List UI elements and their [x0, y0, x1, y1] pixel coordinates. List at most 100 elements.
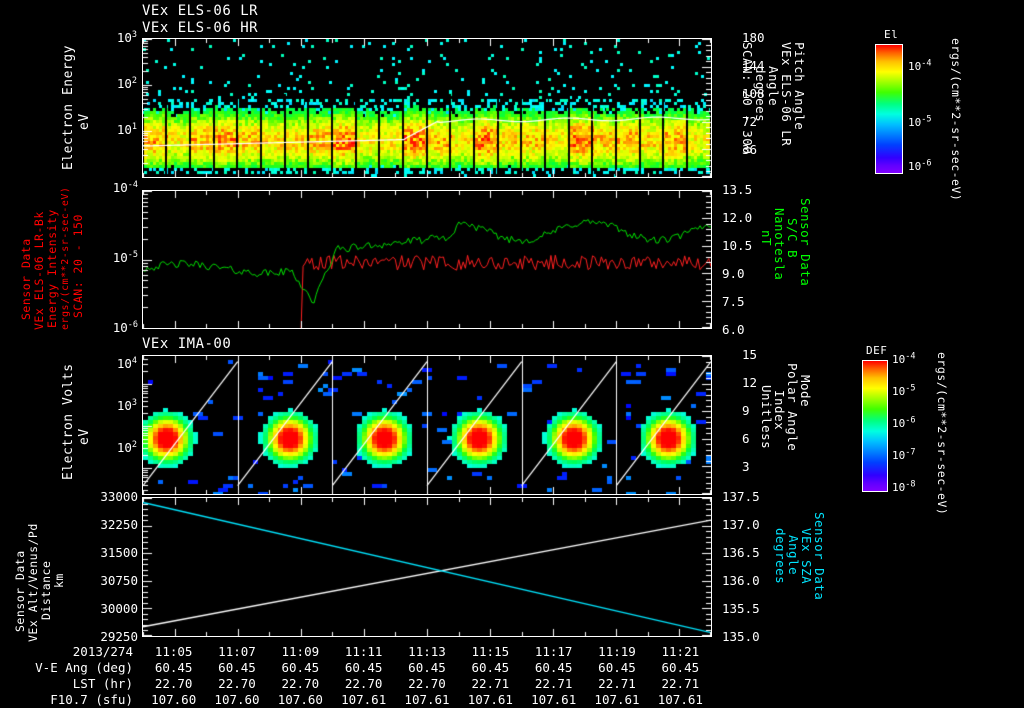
- panel4-y2tick-0: 137.5: [722, 489, 760, 504]
- colorbar-el-tick-1: 10-5: [908, 114, 932, 129]
- panel2-y2tick-1: 12.0: [722, 210, 753, 225]
- row-lst-cell: 22.70: [408, 676, 446, 691]
- panel1-y2tick-0: 180: [742, 30, 765, 45]
- row-f107-cell: 107.61: [531, 692, 577, 707]
- panel2-y2tick-5: 6.0: [722, 322, 745, 337]
- colorbar-el: [875, 44, 903, 174]
- row-time-cell: 11:13: [408, 644, 446, 659]
- row-time-cell: 11:15: [471, 644, 510, 659]
- panel3-ytick-0: 104: [116, 355, 137, 371]
- panel3-y2label-0: Mode: [798, 375, 813, 408]
- panel4-plot-area: [142, 497, 712, 637]
- panel1-y2-title-3: degrees: [753, 66, 768, 123]
- panel4-ytick-0: 33000: [100, 489, 138, 504]
- panel1-y2-title-2: Angle: [766, 66, 781, 107]
- row-lst-cell: 22.70: [154, 676, 193, 691]
- panel4-y2label-2: Angle: [786, 535, 801, 576]
- panel4-y2tick-1: 137.0: [722, 517, 760, 532]
- panel1-title-lr: VEx ELS-06 LR: [142, 3, 259, 19]
- row-lst-cell: 22.71: [661, 676, 700, 691]
- panel2-ylabel-4: SCAN: 20 - 150: [71, 214, 85, 318]
- panel1-y2tick-4: 36: [742, 142, 758, 157]
- panel2-ytick-2: 10-6: [112, 319, 138, 335]
- row-time-cell: 11:11: [344, 644, 383, 659]
- row-time-cell: 11:19: [598, 644, 636, 659]
- row-lst-cell: 22.71: [598, 676, 636, 691]
- panel2-y2tick-0: 13.5: [722, 182, 753, 197]
- panel2-ytick-0: 10-4: [112, 179, 138, 195]
- panel4-ylabel-3: km: [52, 573, 66, 588]
- row-time-label: 2013/274: [72, 644, 133, 659]
- row-ve-ang-cell: 60.45: [344, 660, 383, 675]
- row-f107-cell: 107.60: [277, 692, 323, 707]
- row-f107-cell: 107.61: [404, 692, 450, 707]
- panel3-yaxis-title: Electron Volts: [61, 363, 76, 480]
- colorbar-el-tick-2: 10-6: [908, 158, 932, 173]
- row-f107-cell: 107.60: [214, 692, 260, 707]
- panel2-y2tick-3: 9.0: [722, 266, 745, 281]
- colorbar-def: [862, 360, 888, 492]
- colorbar-def-tick-4: 10-8: [892, 479, 916, 494]
- row-f107-cell: 107.61: [657, 692, 703, 707]
- panel3-ytick-2: 102: [116, 439, 137, 455]
- row-ve-ang-cell: 60.45: [598, 660, 636, 675]
- panel2-ylabel-2: Energy Intensity: [45, 209, 59, 328]
- row-time-cell: 11:07: [218, 644, 256, 659]
- colorbar-def-tick-0: 10-4: [892, 351, 916, 366]
- panel3-y2tick-1: 12: [742, 375, 758, 390]
- panel3-title: VEx IMA-00: [142, 336, 232, 352]
- row-f107-cell: 107.61: [594, 692, 640, 707]
- panel4-ytick-4: 30000: [100, 601, 138, 616]
- panel1-y2-title-0: Pitch Angle: [792, 42, 807, 131]
- panel1-y2tick-1: 144: [742, 58, 765, 73]
- row-ve-ang-cell: 60.45: [218, 660, 256, 675]
- colorbar-def-units: ergs/(cm**2-sr-sec-eV): [935, 352, 949, 516]
- panel4-y2label-3: degrees: [773, 528, 788, 585]
- row-lst-label: LST (hr): [72, 676, 133, 691]
- panel2-y2label-1: S/C B: [785, 218, 800, 259]
- row-f107-cell: 107.60: [151, 692, 197, 707]
- panel1-ytick-0: 103: [116, 29, 137, 45]
- panel1-title-hr: VEx ELS-06 HR: [142, 20, 259, 36]
- row-f107-cell: 107.61: [341, 692, 387, 707]
- colorbar-def-tick-1: 10-5: [892, 383, 916, 398]
- panel3-y2tick-3: 6: [742, 431, 750, 446]
- panel3-y2tick-2: 9: [742, 403, 750, 418]
- panel1-plot-area: [142, 38, 712, 178]
- row-f107-cell: 107.61: [467, 692, 513, 707]
- colorbar-def-tick-2: 10-6: [892, 415, 916, 430]
- panel4-y2tick-3: 136.0: [722, 573, 760, 588]
- panel4-y2label-1: VEx SZA: [799, 528, 814, 585]
- colorbar-def-tick-3: 10-7: [892, 447, 916, 462]
- panel1-yaxis-units: eV: [77, 113, 92, 130]
- panel3-y2label-1: Polar Angle: [785, 363, 800, 452]
- row-lst-cell: 22.70: [218, 676, 256, 691]
- row-time-cell: 11:21: [661, 644, 700, 659]
- row-ve-ang-cell: 60.45: [471, 660, 510, 675]
- panel4-y2label-0: Sensor Data: [812, 512, 827, 601]
- panel2-plot-area: [142, 190, 712, 329]
- row-ve-ang-label: V-E Ang (deg): [35, 660, 133, 675]
- panel3-y2tick-4: 3: [742, 459, 750, 474]
- panel1-y2tick-3: 72: [742, 114, 758, 129]
- panel2-ytick-1: 10-5: [112, 249, 138, 265]
- panel1-y2-title-4: SCAN: 20 - 300: [740, 42, 755, 155]
- colorbar-def-title: DEF: [866, 344, 888, 357]
- panel3-y2tick-0: 15: [742, 347, 758, 362]
- panel3-y2label-3: Unitless: [759, 385, 774, 450]
- panel1-yaxis-title: Electron Energy: [61, 45, 76, 170]
- panel1-y2tick-2: 108: [742, 86, 765, 101]
- row-time-cell: 11:09: [281, 644, 320, 659]
- colorbar-el-title: El: [884, 28, 899, 41]
- panel4-ytick-1: 32250: [100, 517, 138, 532]
- row-ve-ang-cell: 60.45: [281, 660, 320, 675]
- row-ve-ang-cell: 60.45: [534, 660, 573, 675]
- panel3-ytick-1: 103: [116, 397, 137, 413]
- panel4-y2tick-4: 135.5: [722, 601, 760, 616]
- panel4-ytick-5: 29250: [100, 629, 138, 644]
- panel2-y2tick-2: 10.5: [722, 238, 753, 253]
- panel4-ytick-2: 31500: [100, 545, 138, 560]
- row-lst-cell: 22.71: [471, 676, 510, 691]
- row-ve-ang-cell: 60.45: [408, 660, 446, 675]
- row-f107-label: F10.7 (sfu): [50, 692, 133, 707]
